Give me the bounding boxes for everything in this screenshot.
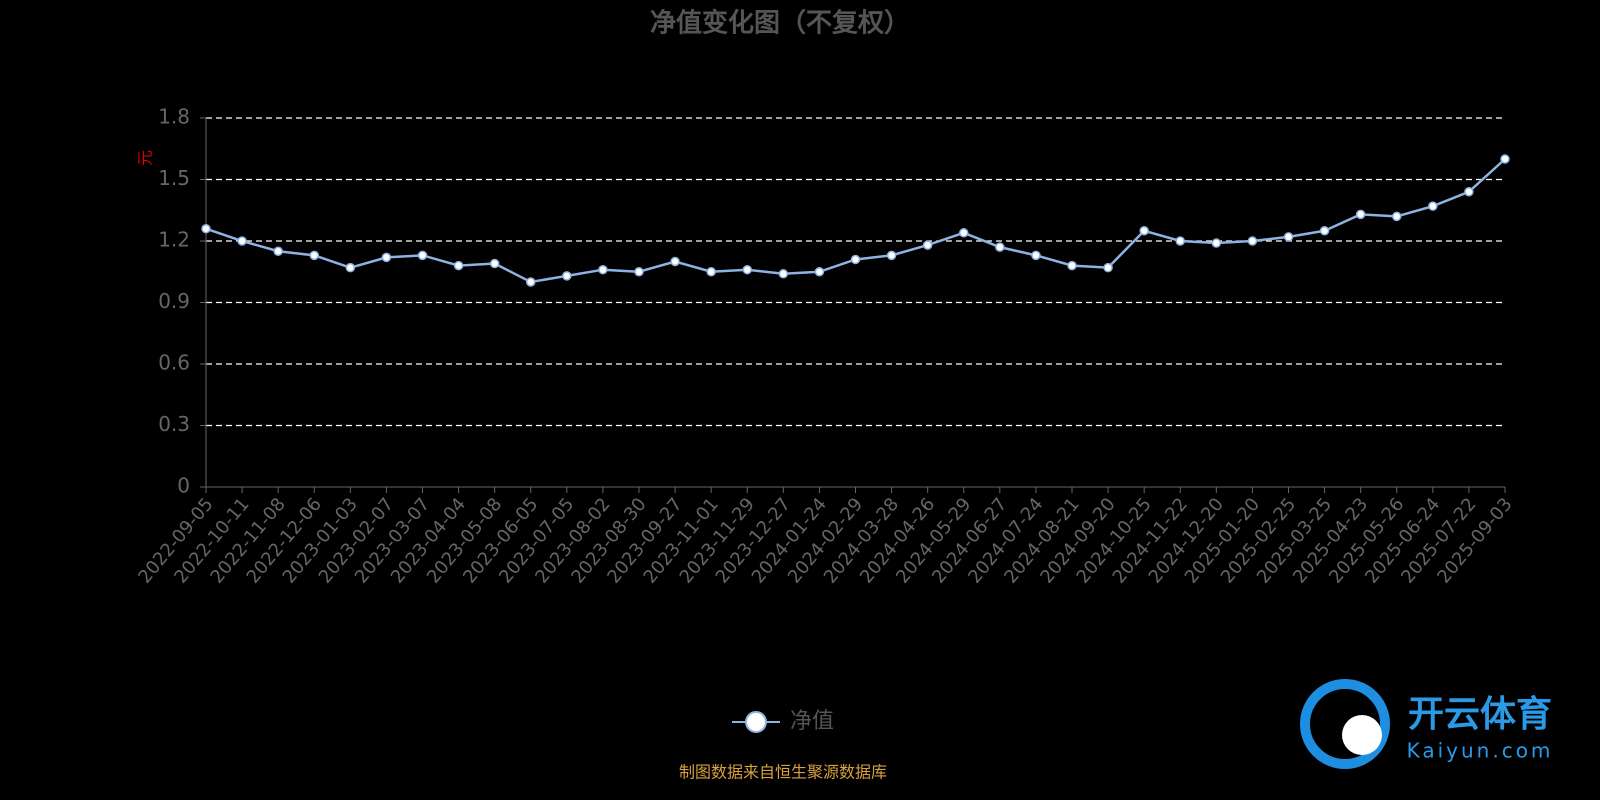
point-marker	[886, 250, 897, 261]
chart-title: 净值变化图（不复权）	[650, 8, 910, 39]
logo-ball	[1342, 715, 1382, 755]
point-marker	[1247, 236, 1258, 246]
point-marker	[309, 250, 319, 261]
point-marker	[1175, 236, 1185, 246]
point-marker	[562, 271, 572, 281]
y-tick-label: 1.8	[158, 105, 190, 129]
point-marker	[273, 246, 283, 256]
point-marker	[814, 267, 825, 277]
point-marker	[1103, 262, 1113, 273]
point-marker	[778, 269, 789, 279]
point-marker	[417, 250, 428, 261]
point-marker	[1031, 250, 1041, 261]
y-tick-label: 0.6	[158, 351, 190, 375]
logo-ring	[1300, 679, 1390, 769]
point-marker	[489, 258, 500, 269]
y-tick-label: 0.9	[158, 289, 190, 313]
watermark-name: 开云体育	[1408, 694, 1552, 735]
legend-label: 净值	[790, 709, 834, 734]
point-marker	[1139, 226, 1149, 236]
point-marker	[995, 242, 1005, 252]
point-marker	[1464, 187, 1474, 197]
point-marker	[922, 240, 933, 250]
point-marker	[1283, 232, 1294, 242]
y-axis-label: 元	[136, 150, 155, 166]
point-marker	[1500, 154, 1510, 164]
y-tick-label: 0.3	[158, 412, 190, 436]
point-marker	[959, 228, 969, 238]
y-tick-label: 1.2	[158, 228, 190, 252]
legend-item: 净值	[732, 709, 834, 734]
point-marker	[742, 264, 752, 275]
point-marker	[1428, 201, 1438, 211]
point-marker	[1355, 209, 1366, 220]
watermark-url: Kaiyun.com	[1407, 739, 1554, 763]
point-marker	[345, 262, 356, 273]
point-marker	[381, 252, 392, 263]
point-marker	[850, 254, 861, 265]
point-marker	[526, 277, 536, 287]
point-marker	[598, 264, 608, 275]
y-tick-label: 1.5	[158, 166, 190, 190]
point-marker	[670, 256, 680, 267]
y-tick-label: 0	[177, 474, 190, 498]
watermark: 开云体育 Kaiyun.com	[1300, 679, 1554, 769]
point-marker	[1067, 260, 1077, 271]
point-marker	[237, 236, 247, 246]
point-marker	[453, 260, 464, 271]
point-marker	[201, 223, 211, 234]
legend-marker	[745, 711, 767, 733]
point-marker	[706, 267, 716, 277]
source-note: 制图数据来自恒生聚源数据库	[679, 763, 887, 782]
point-marker	[1211, 238, 1222, 248]
point-marker	[634, 267, 644, 277]
point-marker	[1319, 226, 1330, 236]
point-marker	[1392, 211, 1402, 222]
